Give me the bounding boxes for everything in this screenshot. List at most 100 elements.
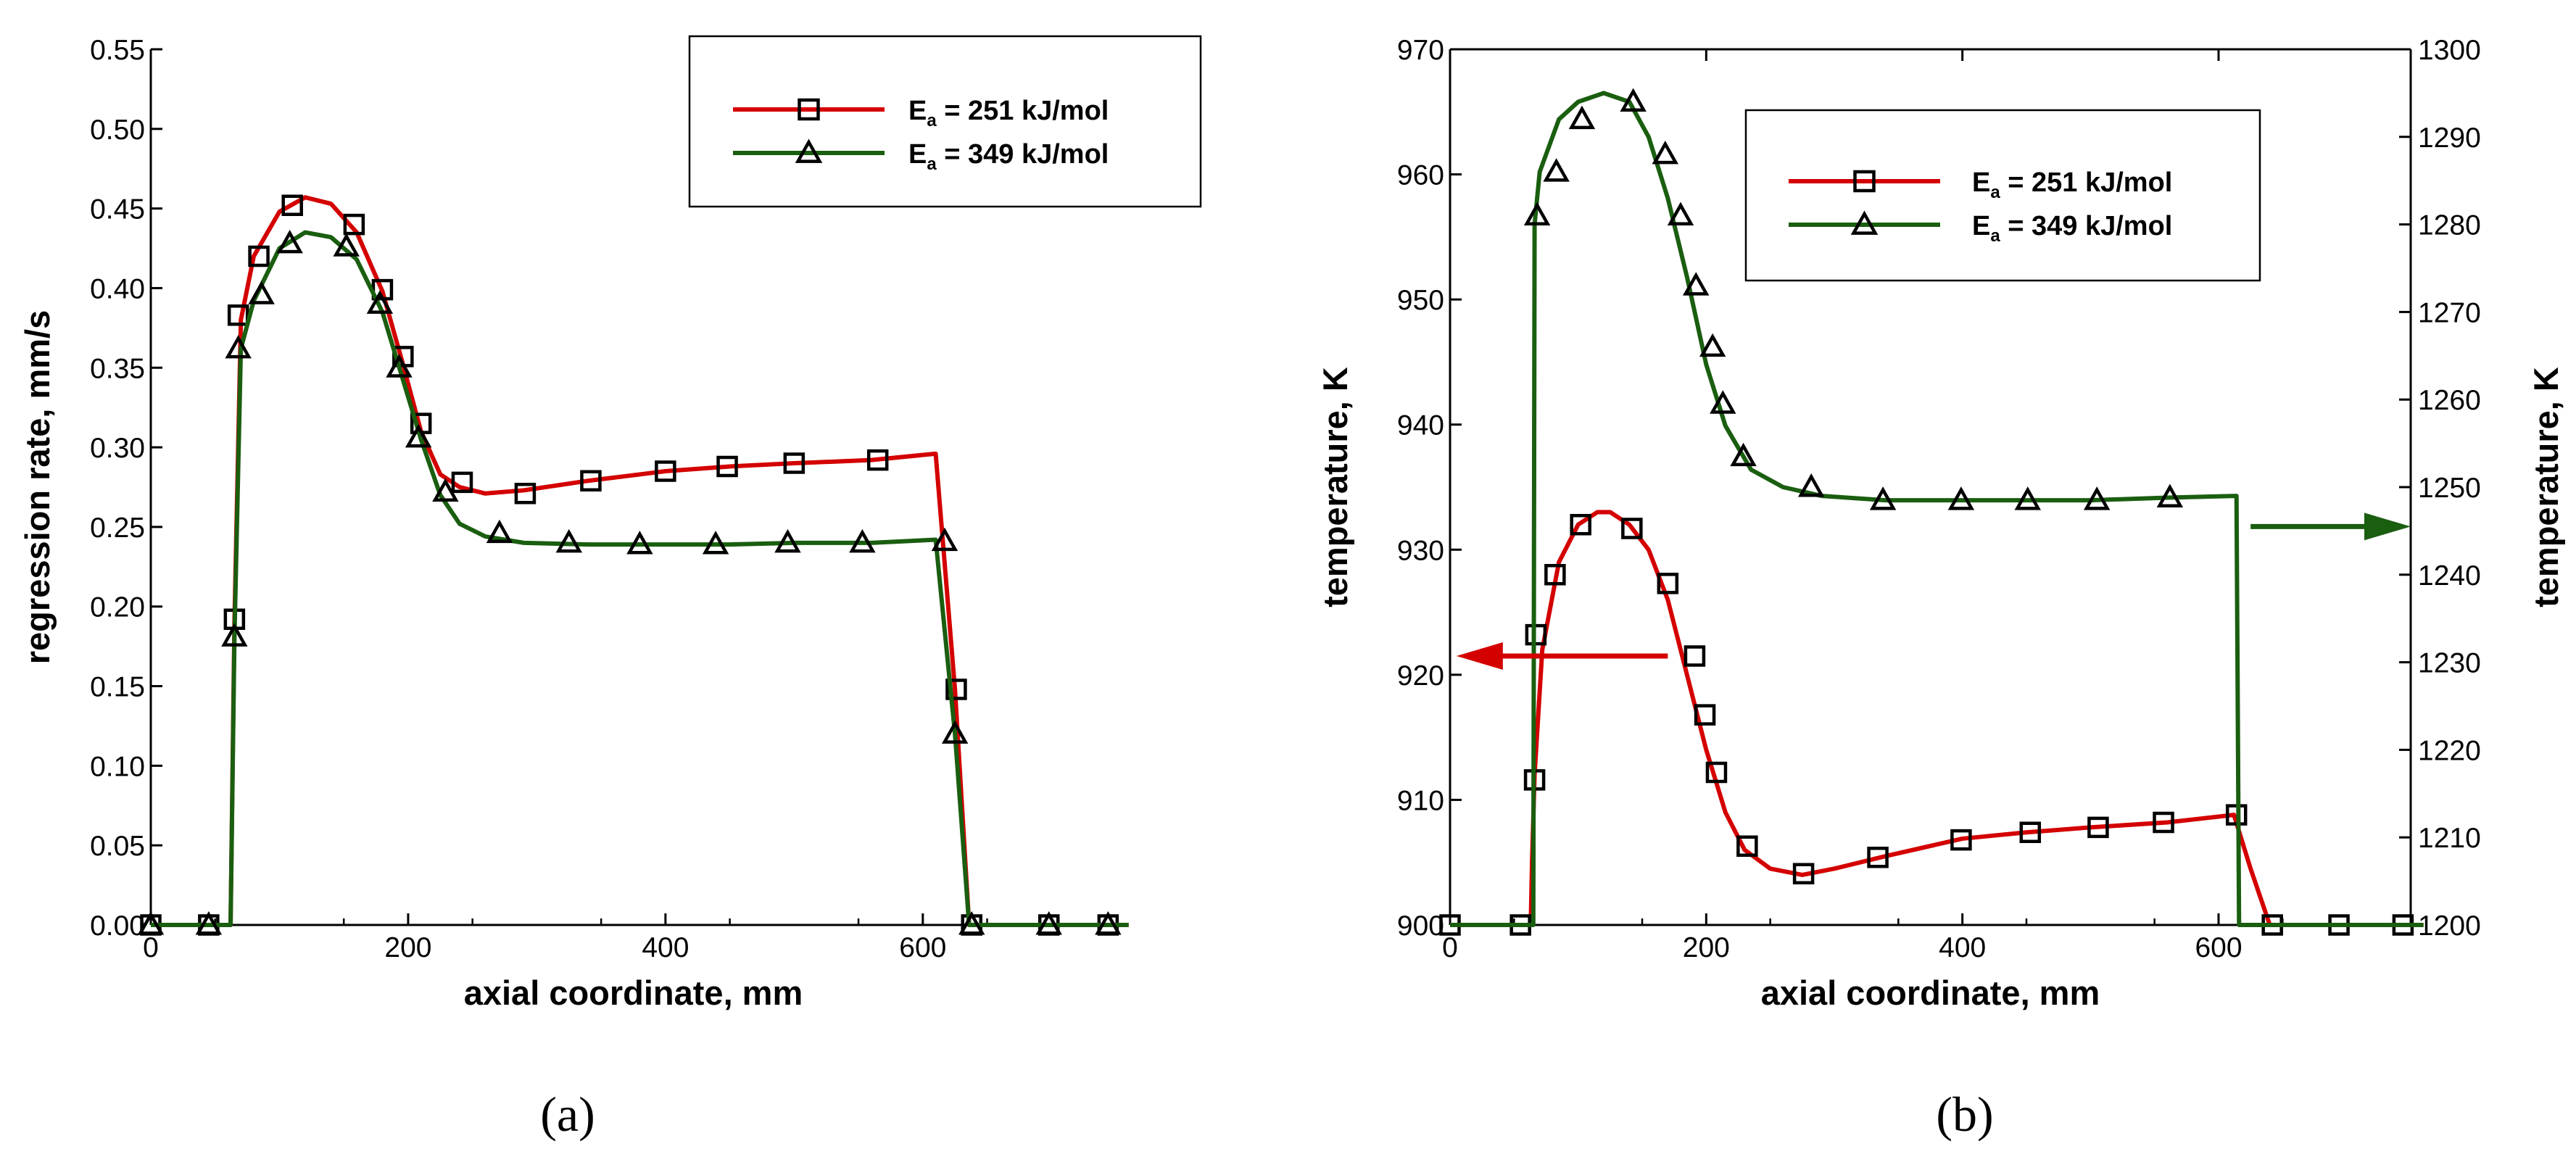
x-tick-label: 400 [1939, 932, 1986, 963]
y2-tick-label: 1300 [2418, 35, 2481, 66]
data-point-1 [1710, 390, 1736, 414]
data-point-1 [1620, 88, 1647, 112]
data-point-0 [1544, 564, 1566, 586]
data-point-1 [1543, 158, 1570, 182]
y-axis-title: regression rate, mm/s [18, 310, 57, 665]
arrow-head [2364, 512, 2411, 541]
data-point-1 [405, 423, 432, 448]
y2-tick-label: 1200 [2418, 910, 2481, 942]
data-point-1 [386, 354, 413, 378]
data-point-1 [1523, 202, 1551, 225]
series-0 [1439, 510, 2424, 936]
x-tick-label: 600 [2195, 932, 2242, 963]
data-point-1 [1667, 202, 1694, 225]
y-tick-label: 950 [1397, 285, 1444, 316]
legend-marker-0 [1853, 170, 1876, 193]
data-point-0 [2328, 914, 2350, 936]
legend-marker-0 [798, 98, 820, 121]
data-point-1 [1947, 486, 1975, 510]
legend-box [1744, 109, 2261, 282]
data-point-0 [866, 449, 889, 471]
y-tick-label: 0.40 [90, 273, 145, 304]
data-point-1 [931, 527, 958, 552]
x-tick-label: 400 [642, 932, 689, 963]
data-point-1 [137, 911, 165, 935]
y-tick-label: 940 [1397, 410, 1444, 441]
y-tick-label: 0.25 [90, 512, 145, 544]
y-tick-label: 970 [1397, 35, 1444, 66]
series-1 [137, 229, 1129, 935]
x-tick-label: 200 [384, 932, 431, 963]
panel-label-b: (b) [1936, 1087, 1993, 1142]
data-point-1 [195, 911, 223, 935]
legend: Ea = 251 kJ/mol Ea = 349 kJ/mol [1744, 109, 2261, 282]
data-point-0 [343, 213, 365, 236]
data-point-1 [1699, 333, 1726, 357]
data-point-1 [941, 720, 969, 744]
data-point-0 [655, 460, 676, 482]
y-tick-label: 0.10 [90, 751, 145, 782]
data-point-0 [1509, 914, 1531, 936]
x-tick-label: 600 [899, 932, 946, 963]
data-point-0 [580, 470, 602, 491]
y-tick-label: 0.05 [90, 831, 145, 862]
x-tick-label: 0 [1442, 932, 1458, 963]
data-point-1 [1568, 105, 1596, 130]
data-point-0 [1439, 914, 1461, 936]
arrow-head [1456, 642, 1503, 670]
data-point-1 [626, 531, 653, 555]
y-tick-label: 920 [1397, 660, 1444, 692]
legend-label-0: Ea = 251 kJ/mol [908, 96, 1109, 130]
data-point-1 [1652, 140, 1679, 165]
y-tick-label: 0.55 [90, 35, 145, 66]
data-point-0 [783, 452, 805, 474]
y-tick-label: 910 [1397, 785, 1444, 816]
x-tick-label: 200 [1683, 932, 1730, 963]
legend-box [688, 35, 1202, 208]
data-point-1 [221, 623, 248, 647]
y-tick-label: 0.00 [90, 910, 145, 942]
y2-axis-title: temperature, K [2527, 367, 2565, 607]
axes: 0 200 400 600 900 910 920 930 940 950 960 970 1200 12… [1316, 35, 2565, 1012]
y-tick-label: 900 [1397, 910, 1444, 942]
data-point-1 [486, 519, 513, 544]
series-line-0 [1450, 510, 2424, 927]
data-point-0 [1525, 623, 1547, 646]
data-point-0 [248, 245, 270, 267]
data-point-0 [1570, 514, 1591, 536]
data-point-0 [1523, 769, 1546, 791]
data-point-0 [1736, 835, 1758, 858]
data-point-0 [2019, 821, 2042, 844]
y-tick-label: 0.45 [90, 194, 145, 225]
data-point-1 [1730, 442, 1757, 467]
y2-tick-label: 1290 [2418, 123, 2481, 154]
legend-marker-1 [795, 138, 823, 163]
data-point-0 [1950, 829, 1972, 851]
data-point-0 [281, 194, 303, 216]
y2-tick-label: 1260 [2418, 385, 2481, 416]
data-point-0 [2153, 811, 2174, 834]
data-point-0 [410, 412, 432, 434]
data-point-0 [716, 455, 738, 478]
data-point-1 [1869, 486, 1897, 510]
y2-tick-label: 1280 [2418, 210, 2481, 241]
y-tick-label: 0.20 [90, 592, 145, 623]
data-point-0 [223, 608, 246, 631]
y2-tick-label: 1210 [2418, 823, 2481, 854]
y2-tick-label: 1270 [2418, 297, 2481, 328]
arrow-annotation-0 [1456, 642, 1668, 670]
chart-b: 0 200 400 600 900 910 920 930 940 950 960 970 1200 12… [1316, 35, 2565, 1012]
data-point-1 [702, 531, 729, 555]
data-point-1 [248, 281, 275, 304]
y-tick-label: 930 [1397, 535, 1444, 566]
data-point-0 [945, 678, 967, 700]
data-point-0 [2392, 914, 2414, 936]
chart-a: 0 200 400 600 0.00 0.05 0.10 0.15 0.20 0.25 0.30 0.… [18, 35, 1202, 1012]
data-point-1 [2156, 484, 2184, 507]
data-point-1 [225, 334, 252, 359]
data-point-1 [555, 528, 582, 553]
data-point-1 [1095, 911, 1122, 935]
legend-label-0: Ea = 251 kJ/mol [1972, 167, 2172, 202]
data-point-0 [1792, 863, 1815, 884]
